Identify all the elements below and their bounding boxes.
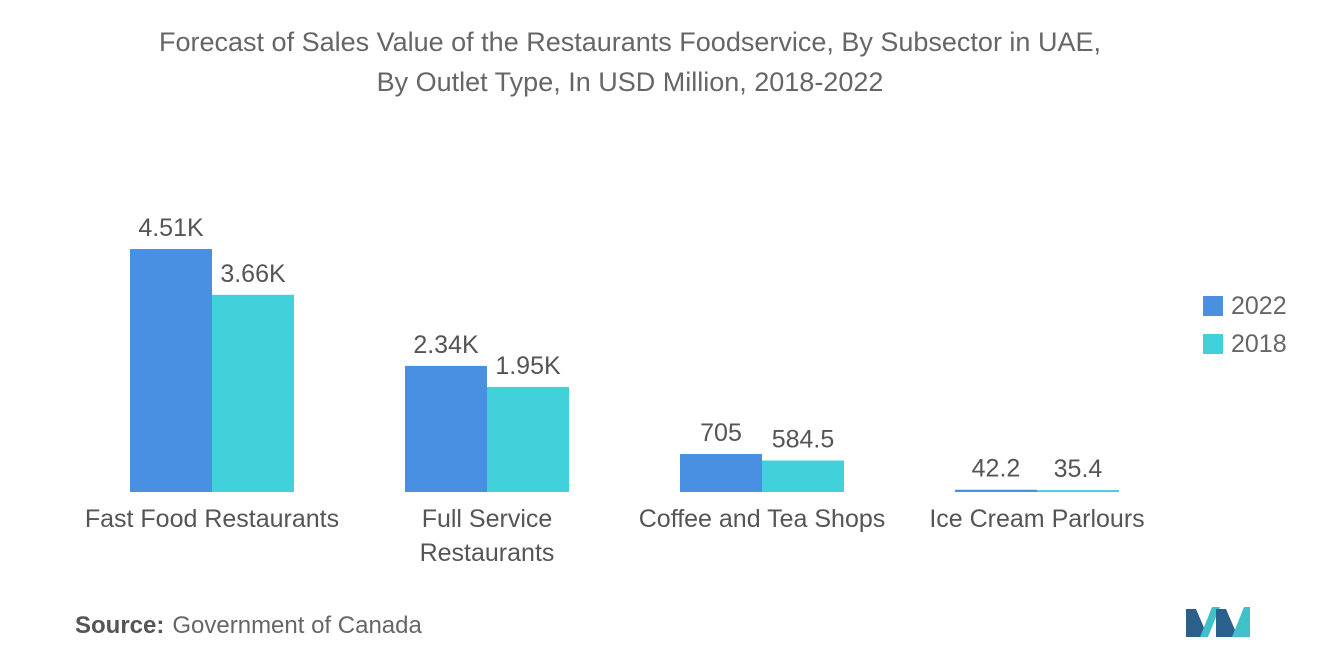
source-note: Source: Government of Canada [75,612,422,640]
legend-swatch-2022 [1203,296,1223,316]
bar-2022-0 [130,249,212,492]
category-label-2: Coffee and Tea Shops [639,505,886,533]
legend-label-2018: 2018 [1231,329,1287,358]
data-label-2022-1: 2.34K [413,331,479,359]
legend-label-2022: 2022 [1231,291,1287,320]
bar-2018-3 [1037,490,1119,492]
legend-item-2022: 2022 [1203,287,1287,325]
data-label-2022-2: 705 [700,419,742,447]
bar-2018-2 [762,460,844,492]
legend: 2022 2018 [1203,287,1287,363]
chart-title-line-2: By Outlet Type, In USD Million, 2018-202… [376,67,884,97]
bar-2022-1 [405,365,487,492]
data-label-2018-3: 35.4 [1054,455,1103,483]
source-label: Source: [75,612,165,639]
legend-item-2018: 2018 [1203,325,1287,363]
data-label-2018-0: 3.66K [220,260,286,288]
data-label-2022-0: 4.51K [138,214,204,242]
bar-2022-2 [680,454,762,492]
category-label-1-line-0: Full Service [422,505,553,533]
data-label-2018-2: 584.5 [772,426,835,454]
chart-title-line-1: Forecast of Sales Value of the Restauran… [159,27,1101,57]
category-label-1-line-1: Restaurants [420,539,555,567]
source-text: Government of Canada [172,612,422,639]
category-label-0: Fast Food Restaurants [85,505,339,533]
bar-2022-3 [955,489,1037,492]
legend-swatch-2018 [1203,334,1223,354]
chart-title: Forecast of Sales Value of the Restauran… [0,22,1260,102]
bar-2018-1 [487,386,569,492]
bar-2018-0 [212,294,294,492]
data-label-2022-3: 42.2 [972,455,1021,483]
category-label-3: Ice Cream Parlours [929,505,1144,533]
brand-logo [1186,607,1250,637]
data-label-2018-1: 1.95K [495,352,561,380]
